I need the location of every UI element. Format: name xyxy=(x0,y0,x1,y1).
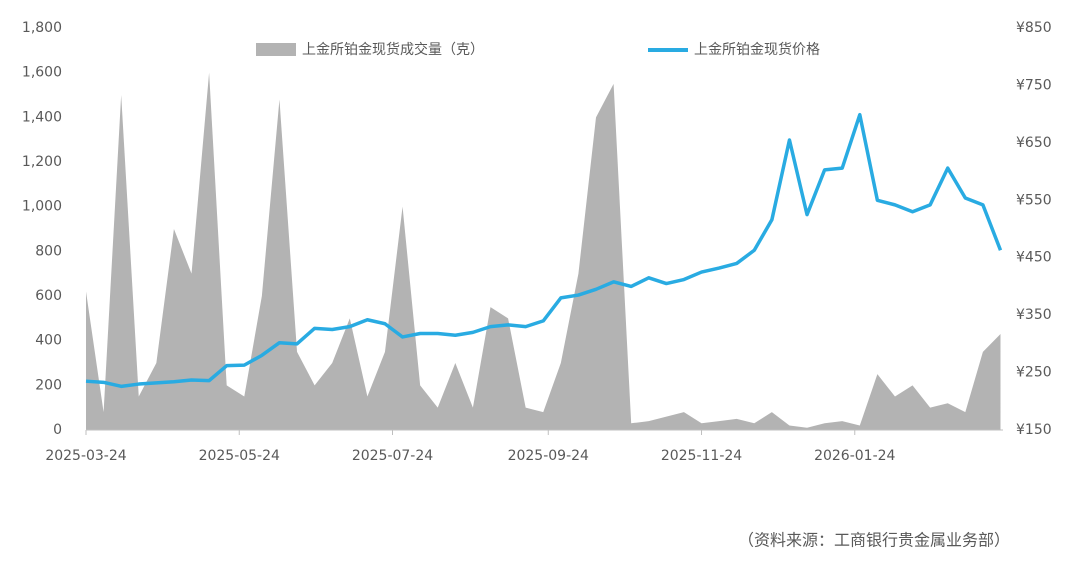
volume-area xyxy=(86,72,1001,431)
y2-tick-label: ¥450 xyxy=(1016,250,1052,266)
x-tick-label: 2026-01-24 xyxy=(814,448,895,464)
source-note: （资料来源：工商银行贵金属业务部） xyxy=(738,531,1010,550)
y2-tick-label: ¥750 xyxy=(1016,77,1052,93)
y-tick-label: 0 xyxy=(53,422,62,438)
y2-tick-label: ¥150 xyxy=(1016,422,1052,438)
y-tick-label: 1,400 xyxy=(22,109,62,125)
y-tick-label: 400 xyxy=(35,333,62,349)
y-tick-label: 1,600 xyxy=(22,65,62,81)
y2-tick-label: ¥850 xyxy=(1016,20,1052,36)
legend-label: 上金所铂金现货价格 xyxy=(694,41,820,58)
x-tick-label: 2025-11-24 xyxy=(661,448,742,464)
x-tick-label: 2025-07-24 xyxy=(352,448,433,464)
y-tick-label: 1,200 xyxy=(22,154,62,170)
price-line xyxy=(85,112,1003,389)
x-tick-label: 2025-03-24 xyxy=(45,448,126,464)
y2-tick-label: ¥350 xyxy=(1016,307,1052,323)
y2-tick-label: ¥250 xyxy=(1016,365,1052,381)
y-tick-label: 800 xyxy=(35,243,62,259)
x-tick-label: 2025-09-24 xyxy=(508,448,589,464)
x-tick-label: 2025-05-24 xyxy=(199,448,280,464)
y2-tick-label: ¥550 xyxy=(1016,192,1052,208)
y-tick-label: 200 xyxy=(35,377,62,393)
y-tick-label: 1,800 xyxy=(22,20,62,36)
y-tick-label: 1,000 xyxy=(22,199,62,215)
y-tick-label: 600 xyxy=(35,288,62,304)
y2-tick-label: ¥650 xyxy=(1016,135,1052,151)
legend-swatch xyxy=(256,43,296,56)
legend-label: 上金所铂金现货成交量（克） xyxy=(302,41,484,58)
